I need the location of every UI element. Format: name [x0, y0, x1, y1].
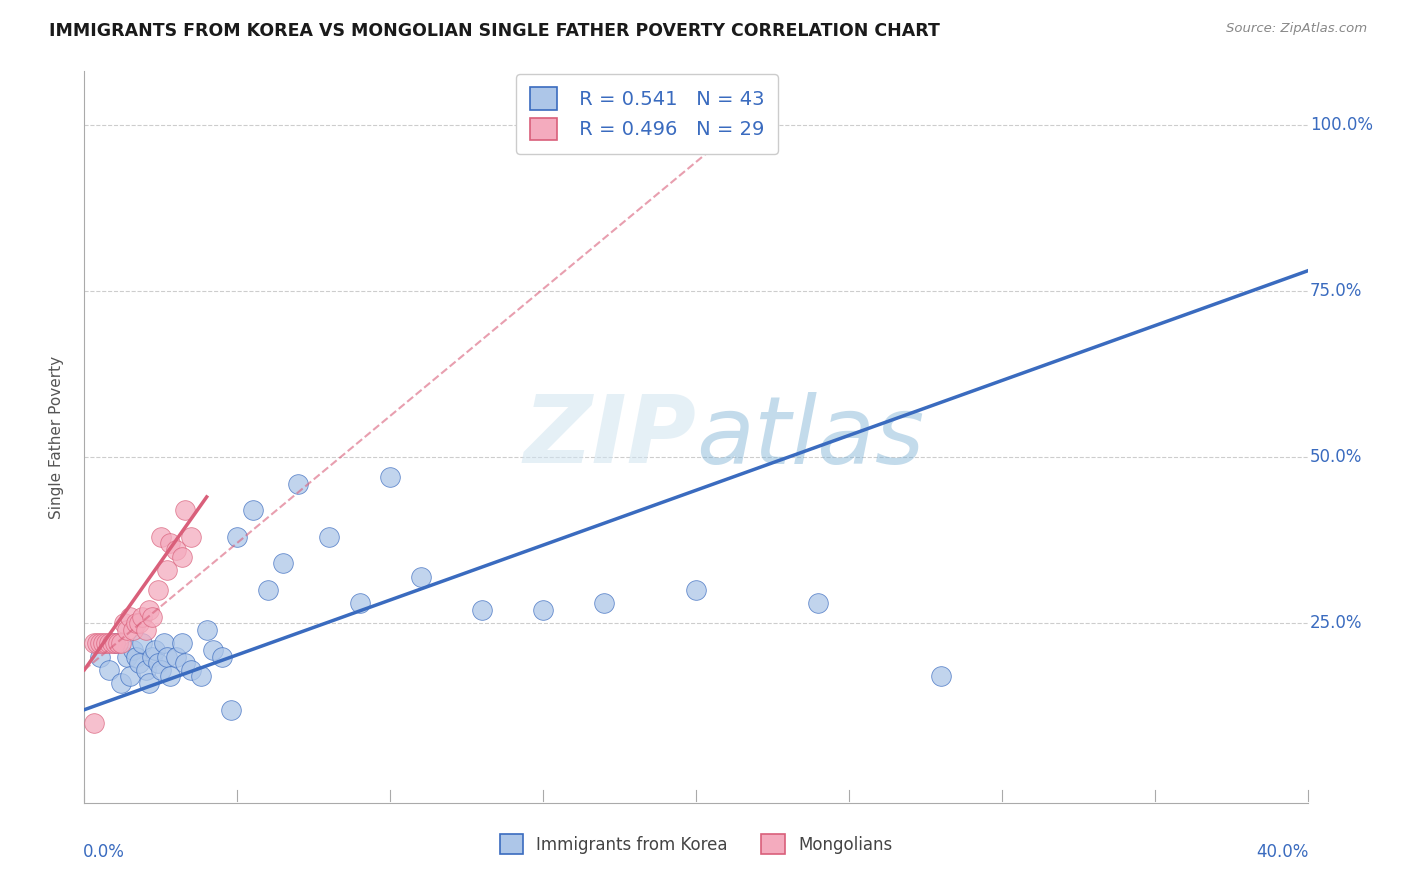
Point [131, 636, 153, 650]
Point [97, 663, 120, 677]
Point [409, 570, 432, 584]
Point [195, 623, 218, 637]
Point [159, 669, 181, 683]
Point [159, 536, 181, 550]
Point [211, 649, 233, 664]
Point [287, 476, 309, 491]
Point [219, 703, 242, 717]
Point [201, 643, 224, 657]
Point [86, 636, 108, 650]
Point [141, 609, 163, 624]
Point [94, 636, 117, 650]
Point [180, 663, 202, 677]
Point [531, 603, 554, 617]
Point [135, 623, 157, 637]
Point [685, 582, 707, 597]
Point [110, 676, 132, 690]
Point [242, 503, 264, 517]
Point [135, 663, 157, 677]
Point [104, 636, 127, 650]
Text: ZIP: ZIP [523, 391, 696, 483]
Point [174, 503, 197, 517]
Point [122, 623, 145, 637]
Point [83, 716, 105, 731]
Y-axis label: Single Father Poverty: Single Father Poverty [49, 356, 63, 518]
Text: 100.0%: 100.0% [1310, 116, 1374, 134]
Point [180, 530, 202, 544]
Point [143, 643, 166, 657]
Point [929, 669, 952, 683]
Point [349, 596, 371, 610]
Point [131, 609, 153, 624]
Text: atlas: atlas [696, 392, 924, 483]
Point [156, 649, 179, 664]
Point [165, 649, 187, 664]
Text: 75.0%: 75.0% [1310, 282, 1362, 300]
Point [125, 616, 148, 631]
Point [97, 636, 120, 650]
Point [593, 596, 616, 610]
Text: IMMIGRANTS FROM KOREA VS MONGOLIAN SINGLE FATHER POVERTY CORRELATION CHART: IMMIGRANTS FROM KOREA VS MONGOLIAN SINGL… [49, 22, 941, 40]
Point [807, 596, 830, 610]
Text: Source: ZipAtlas.com: Source: ZipAtlas.com [1226, 22, 1367, 36]
Point [110, 636, 132, 650]
Point [107, 636, 129, 650]
Text: 40.0%: 40.0% [1257, 843, 1309, 861]
Legend: Immigrants from Korea, Mongolians: Immigrants from Korea, Mongolians [494, 828, 898, 860]
Point [122, 643, 145, 657]
Point [172, 636, 194, 650]
Point [89, 649, 111, 664]
Point [138, 603, 160, 617]
Text: 50.0%: 50.0% [1310, 448, 1362, 466]
Point [104, 636, 127, 650]
Point [226, 530, 249, 544]
Point [149, 663, 172, 677]
Text: 0.0%: 0.0% [83, 843, 125, 861]
Point [141, 649, 163, 664]
Point [112, 616, 135, 631]
Point [125, 649, 148, 664]
Point [156, 563, 179, 577]
Point [471, 603, 494, 617]
Point [318, 530, 340, 544]
Point [146, 656, 169, 670]
Point [165, 543, 187, 558]
Point [172, 549, 194, 564]
Point [146, 582, 169, 597]
Point [138, 676, 160, 690]
Point [83, 636, 105, 650]
Point [153, 636, 176, 650]
Point [101, 636, 124, 650]
Point [128, 616, 150, 631]
Point [128, 656, 150, 670]
Point [89, 636, 111, 650]
Point [190, 669, 212, 683]
Point [174, 656, 197, 670]
Point [149, 530, 172, 544]
Point [115, 623, 138, 637]
Text: 25.0%: 25.0% [1310, 615, 1362, 632]
Point [271, 557, 294, 571]
Point [257, 582, 280, 597]
Point [115, 649, 138, 664]
Point [120, 669, 142, 683]
Point [120, 609, 142, 624]
Point [380, 470, 402, 484]
Point [91, 636, 114, 650]
